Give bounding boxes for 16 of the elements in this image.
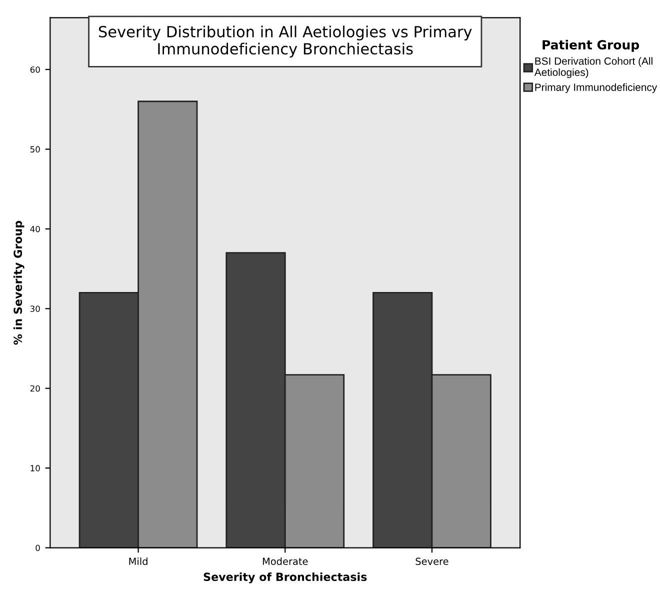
x-axis-title: Severity of Bronchiectasis (204, 572, 367, 584)
x-tick-label: Moderate (262, 557, 308, 566)
x-tick-label: Severe (416, 558, 448, 566)
text: Severity Distribution in All Aetiologies vs Primary Immunodeficiency Bronchiectasis (98, 26, 472, 58)
y-tick-label: 40 (30, 226, 40, 232)
y-tick-label: 60 (30, 66, 40, 73)
y-axis-title: % in Severity Group (13, 220, 24, 345)
legend-label: Primary Immunodeficiency (535, 83, 658, 94)
x-tick-label: Mild (129, 557, 148, 566)
y-tick-label: 20 (30, 385, 40, 392)
legend-title: Patient Group (542, 40, 640, 52)
y-tick-label: 50 (30, 146, 40, 152)
y-tick-label: 30 (30, 306, 40, 312)
legend-label: BSI Derivation Cohort (All Aetiologies) (534, 57, 652, 78)
y-tick-label: 10 (30, 465, 40, 472)
y-tick-label: 0 (36, 544, 40, 552)
